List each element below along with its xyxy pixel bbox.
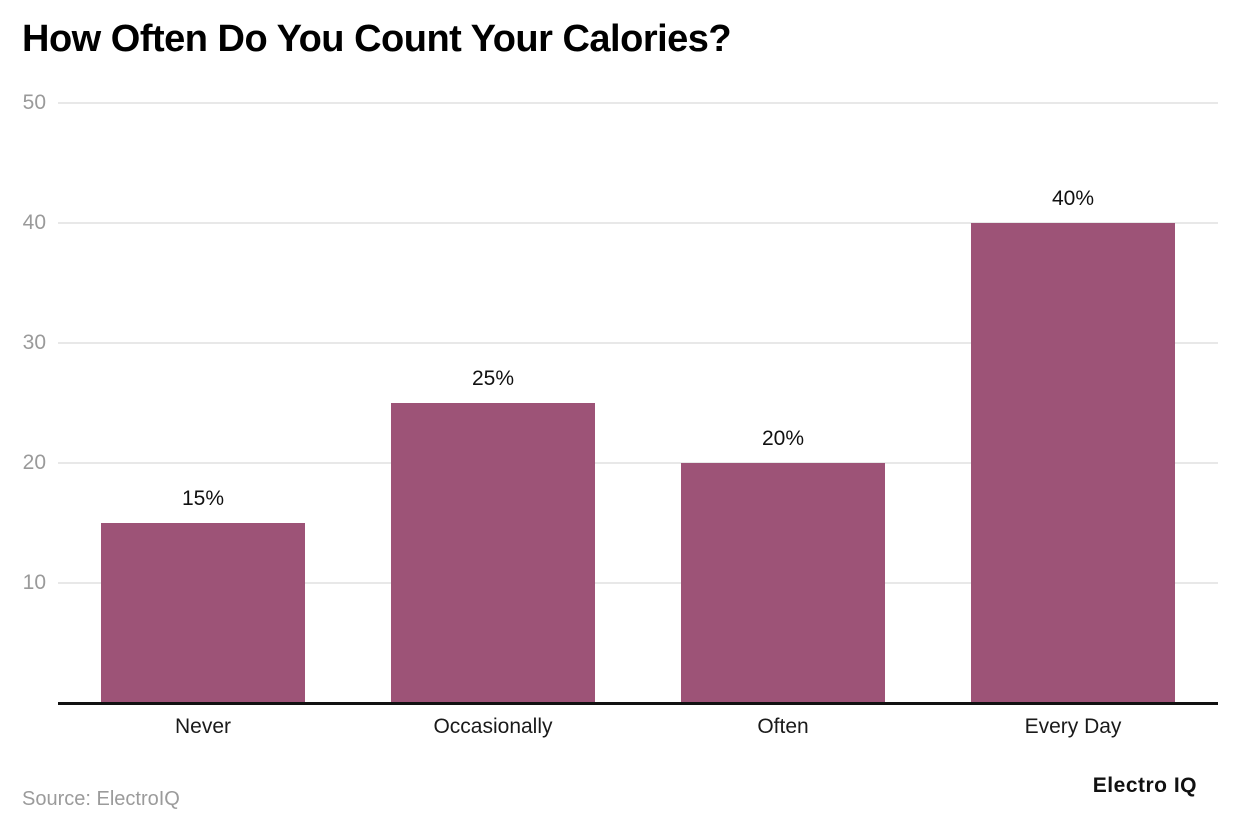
bar-occasionally [391, 403, 595, 703]
x-axis-category-label: Never [174, 715, 232, 738]
x-axis-line [58, 702, 1218, 705]
y-axis-tick-label: 10 [22, 571, 46, 594]
x-axis-category-label: Occasionally [433, 715, 553, 738]
y-gridline [58, 462, 1218, 464]
y-axis-tick-label: 40 [22, 211, 46, 234]
y-axis-tick-label: 50 [22, 91, 46, 114]
bar-value-label: 40% [1051, 187, 1095, 210]
bar-value-label: 25% [471, 367, 515, 390]
bar-value-label: 15% [181, 487, 225, 510]
bar-value-label: 20% [761, 427, 805, 450]
chart-title: How Often Do You Count Your Calories? [22, 18, 732, 60]
bar-every-day [971, 223, 1175, 703]
bar-often [681, 463, 885, 703]
y-axis-tick-label: 20 [22, 451, 46, 474]
source-caption: Source: ElectroIQ [22, 788, 180, 810]
y-axis-tick-label: 30 [22, 331, 46, 354]
y-gridline [58, 222, 1218, 224]
x-axis-category-label: Often [757, 715, 809, 738]
x-axis-category-label: Every Day [1024, 715, 1122, 738]
brand-logo: Electro IQ [1092, 774, 1197, 797]
bar-never [101, 523, 305, 703]
y-gridline [58, 102, 1218, 104]
y-gridline [58, 342, 1218, 344]
y-gridline [58, 582, 1218, 584]
